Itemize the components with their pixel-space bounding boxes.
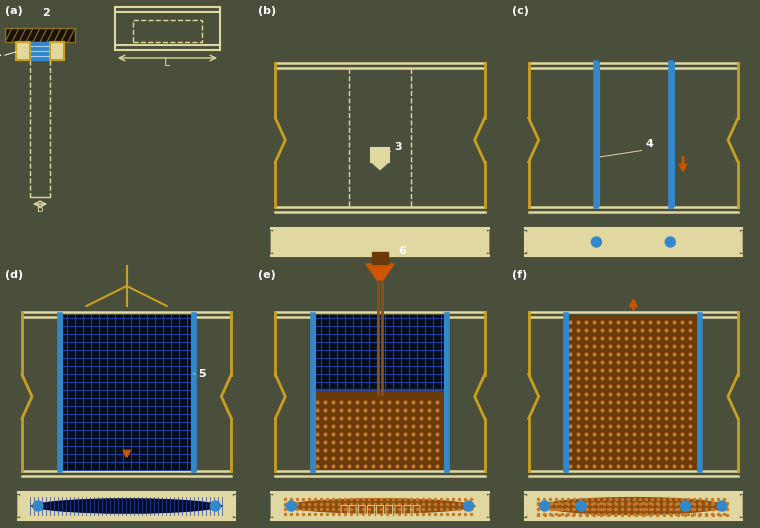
Circle shape xyxy=(680,501,691,511)
Polygon shape xyxy=(479,231,489,253)
Bar xyxy=(5,28,75,42)
Polygon shape xyxy=(732,495,742,517)
Circle shape xyxy=(211,501,220,511)
Circle shape xyxy=(33,501,43,511)
Bar xyxy=(271,492,489,520)
Ellipse shape xyxy=(537,497,730,514)
Text: (e): (e) xyxy=(258,270,276,280)
Bar xyxy=(313,315,447,389)
Ellipse shape xyxy=(626,236,684,248)
Bar xyxy=(60,315,194,470)
Polygon shape xyxy=(524,231,535,253)
Polygon shape xyxy=(225,495,236,517)
Polygon shape xyxy=(371,162,389,169)
Circle shape xyxy=(287,501,296,511)
Text: 5: 5 xyxy=(198,369,206,379)
Text: L: L xyxy=(164,58,170,68)
Bar xyxy=(371,147,389,162)
Circle shape xyxy=(576,501,586,511)
Ellipse shape xyxy=(372,236,431,248)
Bar xyxy=(18,492,236,520)
Text: (f): (f) xyxy=(511,270,527,280)
Text: (a): (a) xyxy=(5,6,23,16)
Ellipse shape xyxy=(539,496,728,516)
Ellipse shape xyxy=(283,497,477,514)
Text: 地下连续墙施工工艺: 地下连续墙施工工艺 xyxy=(339,504,421,520)
Bar xyxy=(524,492,742,520)
Text: (b): (b) xyxy=(258,6,277,16)
Bar xyxy=(313,389,447,470)
Text: B: B xyxy=(36,204,43,214)
Text: 4: 4 xyxy=(645,139,653,149)
Text: (c): (c) xyxy=(511,6,528,16)
Bar xyxy=(271,228,489,256)
Bar xyxy=(133,20,202,42)
Bar xyxy=(524,228,742,256)
Circle shape xyxy=(591,237,601,247)
Text: 6: 6 xyxy=(398,246,406,256)
Circle shape xyxy=(665,237,676,247)
Bar xyxy=(566,315,700,470)
Bar xyxy=(30,42,50,60)
Polygon shape xyxy=(366,264,394,280)
Bar xyxy=(16,42,30,60)
Text: (d): (d) xyxy=(5,270,23,280)
Text: 3: 3 xyxy=(394,142,401,152)
Text: 2: 2 xyxy=(42,8,49,18)
Circle shape xyxy=(540,501,549,511)
Text: 1: 1 xyxy=(0,48,2,58)
Circle shape xyxy=(717,501,727,511)
Ellipse shape xyxy=(30,497,223,514)
Polygon shape xyxy=(271,231,281,253)
Polygon shape xyxy=(479,495,489,517)
Polygon shape xyxy=(524,495,535,517)
Bar xyxy=(372,252,388,264)
Bar xyxy=(50,42,64,60)
Polygon shape xyxy=(732,231,742,253)
Polygon shape xyxy=(18,495,28,517)
Circle shape xyxy=(464,501,473,511)
Polygon shape xyxy=(271,495,281,517)
